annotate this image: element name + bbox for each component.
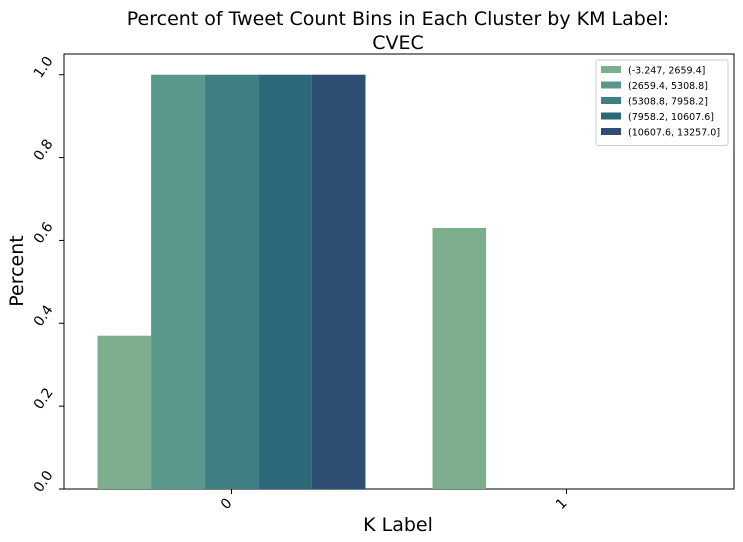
bar-series-4-category-0 <box>311 74 366 490</box>
x-tick-label: 0 <box>218 495 236 513</box>
y-tick-label: 0.4 <box>31 302 57 329</box>
bar-series-3-category-0 <box>258 74 312 490</box>
y-tick-label: 0.8 <box>31 137 57 164</box>
plot-area-frame <box>63 53 735 490</box>
legend-swatch <box>601 112 621 120</box>
y-tick-label: 0.2 <box>31 385 57 412</box>
y-tick-label: 1.0 <box>31 54 57 81</box>
legend-swatch <box>601 81 621 89</box>
legend-swatch <box>601 66 621 73</box>
bar-series-0-category-0 <box>97 335 152 489</box>
y-axis-ticks: 0.0 0.2 0.4 0.6 0.8 1.0 <box>31 54 64 495</box>
chart-title-line-1: Percent of Tweet Count Bins in Each Clus… <box>127 8 669 30</box>
legend-entry-label: (7958.2, 10607.6] <box>628 112 714 123</box>
legend-entry-label: (5308.8, 7958.2] <box>628 97 708 108</box>
bar-series-0-category-1 <box>432 228 487 489</box>
y-tick-label: 0.6 <box>31 219 57 246</box>
legend-swatch <box>601 97 621 104</box>
legend-entry-label: (-3.247, 2659.4] <box>628 66 705 77</box>
bar-series-1-category-0 <box>151 74 205 490</box>
legend-entry-label: (2659.4, 5308.8] <box>628 81 708 92</box>
y-tick-label: 0.0 <box>31 468 57 495</box>
bar-series-2-category-0 <box>204 74 259 490</box>
x-axis-label: K Label <box>363 514 433 536</box>
bars-group <box>97 74 487 490</box>
legend-entry-label: (10607.6, 13257.0] <box>628 128 720 139</box>
legend-frame <box>595 59 729 146</box>
x-tick-label: 1 <box>553 495 571 513</box>
y-axis-label: Percent <box>6 235 28 307</box>
chart-title-line-2: CVEC <box>372 32 424 54</box>
legend-swatch <box>601 128 621 135</box>
legend: (-3.247, 2659.4] (2659.4, 5308.8] (5308.8,… <box>595 59 729 146</box>
